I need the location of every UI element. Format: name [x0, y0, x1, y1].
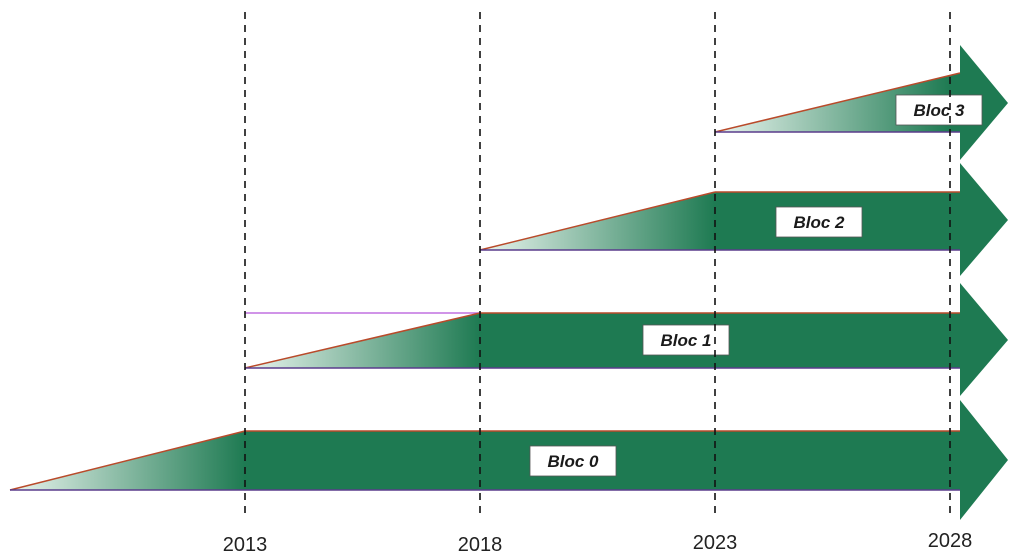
year-label-2028: 2028: [928, 530, 973, 552]
bloc-1-label: Bloc 1: [660, 331, 711, 350]
bloc-2-top-edge: [479, 191, 716, 251]
bloc-2-arrow: Bloc 2: [479, 163, 1008, 276]
year-label-2013: 2013: [223, 534, 268, 556]
bloc-1-top-edge: [244, 312, 481, 369]
bloc-2-label-box: [775, 206, 863, 238]
year-label-2023: 2023: [693, 532, 738, 554]
bloc-0-label: Bloc 0: [547, 452, 599, 471]
bloc-3-top-edge: [714, 72, 961, 133]
year-label-2018: 2018: [458, 534, 503, 556]
bloc-0-label-box: [529, 445, 617, 477]
bloc-2-label: Bloc 2: [793, 213, 845, 232]
bloc-0-arrow: Bloc 0: [9, 400, 1008, 520]
bloc-0-top-edge: [9, 430, 246, 491]
bloc-1-arrow: Bloc 1: [244, 283, 1008, 396]
bloc-3-label: Bloc 3: [913, 101, 965, 120]
bloc-3-arrow: Bloc 3: [714, 45, 1008, 160]
bloc-3-label-box: [895, 94, 983, 126]
